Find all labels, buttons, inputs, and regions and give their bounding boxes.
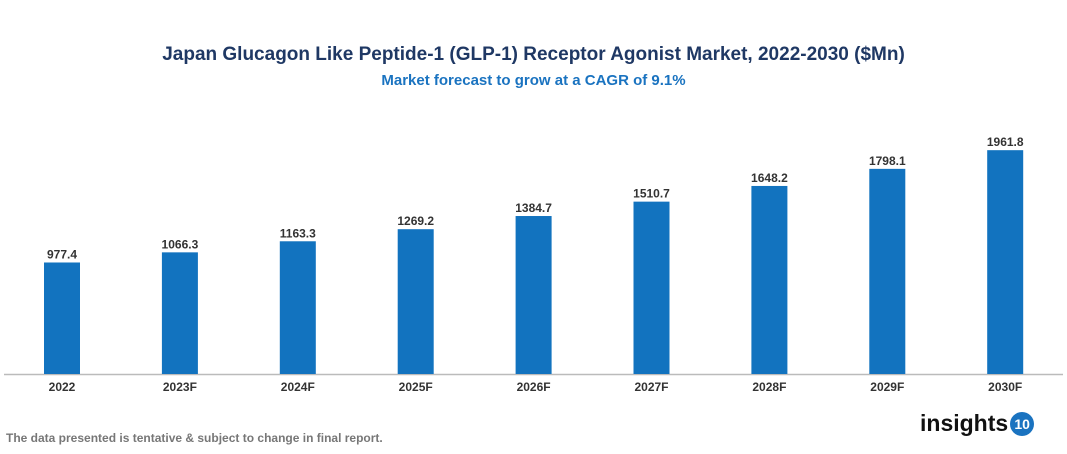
insights10-logo: insights 10	[920, 410, 1035, 437]
data-label: 1648.2	[751, 171, 788, 185]
data-label: 1269.2	[397, 214, 434, 228]
bar-2027F	[633, 201, 670, 374]
chart-title: Japan Glucagon Like Peptide-1 (GLP-1) Re…	[162, 44, 905, 65]
data-label: 1961.8	[987, 135, 1024, 149]
x-tick-label: 2028F	[752, 380, 786, 394]
x-tick-label: 2024F	[281, 380, 315, 394]
logo-number: 10	[1010, 411, 1035, 436]
x-tick-label: 2027F	[634, 380, 668, 394]
x-tick-label: 2023F	[163, 380, 197, 394]
data-label: 977.4	[47, 247, 77, 261]
bar-2024F	[279, 241, 316, 374]
data-label: 1384.7	[515, 201, 552, 215]
x-tick-label: 2026F	[517, 380, 551, 394]
bar-2026F	[515, 216, 552, 374]
x-tick-label: 2022	[49, 380, 76, 394]
data-label: 1510.7	[633, 187, 670, 201]
bar-2022	[44, 262, 80, 374]
bar-2029F	[869, 168, 906, 374]
bar-2023F	[161, 252, 198, 374]
data-label: 1798.1	[869, 154, 906, 168]
x-tick-label: 2030F	[988, 380, 1022, 394]
logo-text: insights	[920, 410, 1009, 436]
data-label: 1066.3	[162, 237, 199, 251]
data-label: 1163.3	[280, 226, 316, 240]
chart-subtitle: Market forecast to grow at a CAGR of 9.1…	[381, 72, 686, 89]
x-tick-label: 2029F	[870, 380, 904, 394]
bar-2030F	[987, 150, 1024, 374]
bar-2028F	[751, 185, 788, 374]
disclaimer-note: The data presented is tentative & subjec…	[6, 431, 383, 445]
bar-2025F	[397, 229, 434, 374]
x-tick-label: 2025F	[399, 380, 433, 394]
